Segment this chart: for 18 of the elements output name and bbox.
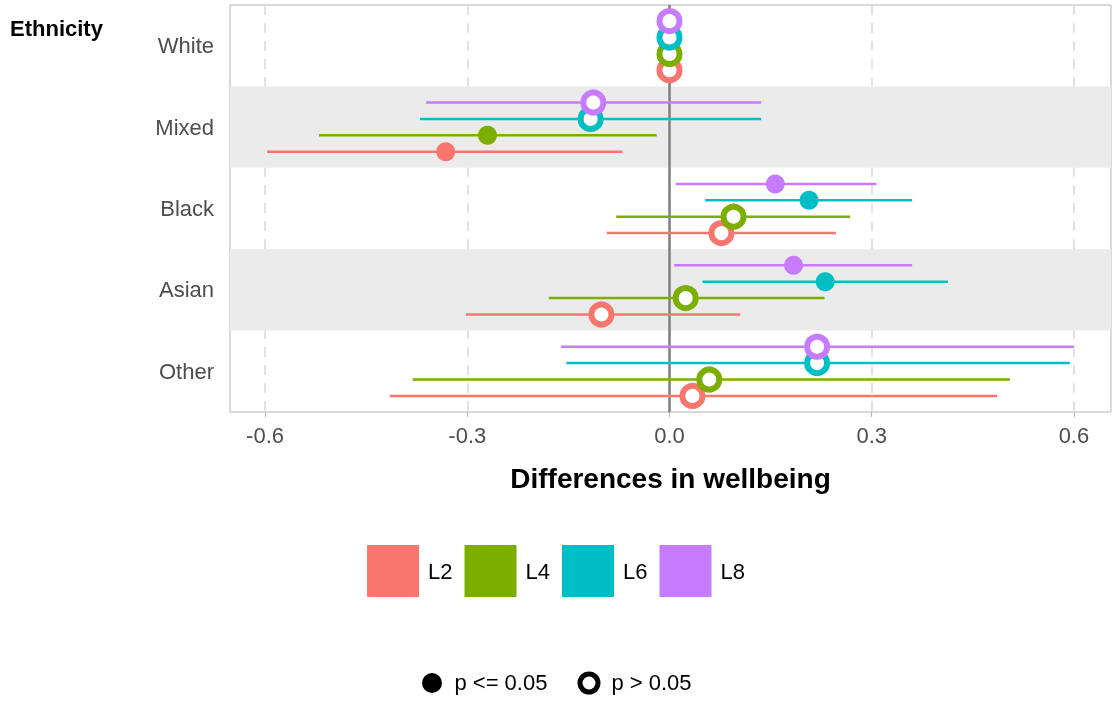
legend-label: L4 <box>525 558 551 584</box>
legend-label: L2 <box>428 558 453 584</box>
x-tick-label: -0.3 <box>448 422 487 448</box>
y-axis-title: Ethnicity <box>10 15 104 41</box>
x-tick-label: 0.3 <box>856 422 887 448</box>
y-tick-label: Black <box>160 196 215 221</box>
text: p <= 0.05 <box>454 670 548 696</box>
x-tick-label: -0.6 <box>246 422 285 448</box>
legend-label: L8 <box>720 558 745 584</box>
y-tick-label: Asian <box>158 277 214 303</box>
y-tick-label: White <box>157 33 214 59</box>
x-tick-label: 0.6 <box>1058 422 1090 448</box>
legend-label: L6 <box>623 558 648 584</box>
text: p > 0.05 <box>611 670 692 696</box>
x-axis-title: Differences in wellbeing <box>510 462 831 494</box>
x-tick-label: 0.0 <box>654 422 685 448</box>
y-tick-label: Mixed <box>155 114 214 140</box>
y-tick-label: Other <box>158 358 214 384</box>
